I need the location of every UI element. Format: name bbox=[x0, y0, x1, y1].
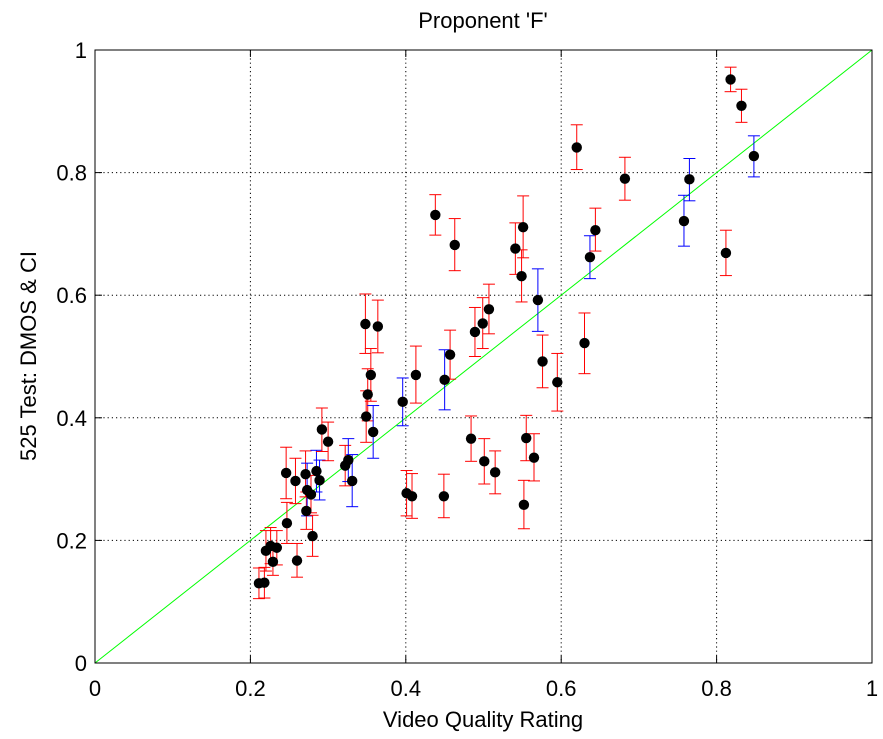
data-point bbox=[444, 349, 456, 360]
y-tick-labels: 0 0.2 0.4 0.6 0.8 1 bbox=[56, 38, 87, 676]
data-point bbox=[367, 426, 379, 438]
x-tick-label: 0 bbox=[89, 676, 101, 701]
data-point bbox=[720, 247, 732, 259]
data-point bbox=[397, 396, 408, 408]
identity-reference-line bbox=[94, 49, 873, 664]
data-point bbox=[267, 556, 279, 568]
data-point bbox=[510, 243, 521, 254]
data-point bbox=[343, 454, 354, 466]
data-point bbox=[406, 491, 418, 502]
grid bbox=[95, 50, 872, 663]
data-point bbox=[517, 221, 529, 233]
axis-ticks bbox=[94, 49, 873, 664]
x-tick-label: 0.6 bbox=[546, 676, 577, 701]
data-point bbox=[518, 499, 530, 511]
data-point bbox=[346, 475, 358, 487]
x-tick-label: 0.2 bbox=[235, 676, 266, 701]
y-axis-label: 525 Test: DMOS & CI bbox=[16, 251, 41, 461]
data-point bbox=[301, 505, 312, 517]
data-point bbox=[438, 491, 450, 502]
data-point bbox=[430, 209, 441, 221]
data-point bbox=[571, 142, 582, 153]
data-point bbox=[521, 432, 532, 444]
data-point bbox=[684, 174, 695, 185]
y-tick-label: 0.8 bbox=[56, 161, 87, 186]
data-point bbox=[271, 542, 283, 553]
data-point bbox=[360, 411, 372, 422]
data-point bbox=[584, 251, 596, 263]
x-tick-label: 0.4 bbox=[391, 676, 422, 701]
x-tick-label: 1 bbox=[866, 676, 878, 701]
x-axis-label: Video Quality Rating bbox=[383, 707, 583, 732]
data-point bbox=[477, 318, 488, 329]
y-tick-label: 1 bbox=[75, 38, 87, 63]
data-point bbox=[552, 377, 563, 388]
plot-frame bbox=[94, 49, 873, 664]
data-point bbox=[465, 433, 477, 444]
data-point bbox=[305, 489, 317, 500]
data-point bbox=[619, 173, 631, 184]
data-point bbox=[483, 304, 495, 315]
data-point bbox=[410, 369, 422, 381]
data-point bbox=[360, 318, 371, 330]
data-point bbox=[316, 424, 328, 435]
data-point bbox=[579, 337, 590, 349]
data-point bbox=[590, 225, 601, 236]
y-tick-label: 0.4 bbox=[56, 406, 87, 431]
data-point bbox=[469, 326, 481, 338]
data-point bbox=[311, 465, 322, 477]
data-point bbox=[537, 356, 548, 367]
x-tick-labels: 0 0.2 0.4 0.6 0.8 1 bbox=[89, 676, 878, 701]
data-point bbox=[372, 321, 384, 332]
y-tick-label: 0.2 bbox=[56, 528, 87, 553]
data-point bbox=[516, 270, 527, 282]
data-points bbox=[253, 74, 760, 589]
data-point bbox=[449, 239, 460, 251]
data-point bbox=[307, 530, 318, 542]
data-point bbox=[489, 467, 501, 478]
data-point bbox=[291, 555, 303, 566]
data-point bbox=[528, 452, 540, 463]
x-tick-label: 0.8 bbox=[701, 676, 732, 701]
y-tick-label: 0 bbox=[75, 651, 87, 676]
data-point bbox=[532, 294, 544, 306]
data-point bbox=[736, 100, 747, 111]
data-point bbox=[281, 518, 293, 529]
data-point bbox=[479, 456, 490, 467]
data-point bbox=[748, 150, 760, 162]
data-point bbox=[259, 577, 270, 588]
data-point bbox=[280, 467, 292, 479]
data-point bbox=[678, 215, 690, 227]
y-tick-label: 0.6 bbox=[56, 283, 87, 308]
data-point bbox=[725, 74, 736, 85]
chart-title: Proponent 'F' bbox=[418, 8, 547, 33]
data-point bbox=[439, 374, 450, 385]
data-point bbox=[290, 475, 301, 487]
data-point bbox=[314, 475, 325, 486]
data-point bbox=[365, 369, 377, 381]
data-point bbox=[322, 436, 334, 447]
data-point bbox=[300, 468, 311, 480]
data-point bbox=[362, 389, 373, 400]
